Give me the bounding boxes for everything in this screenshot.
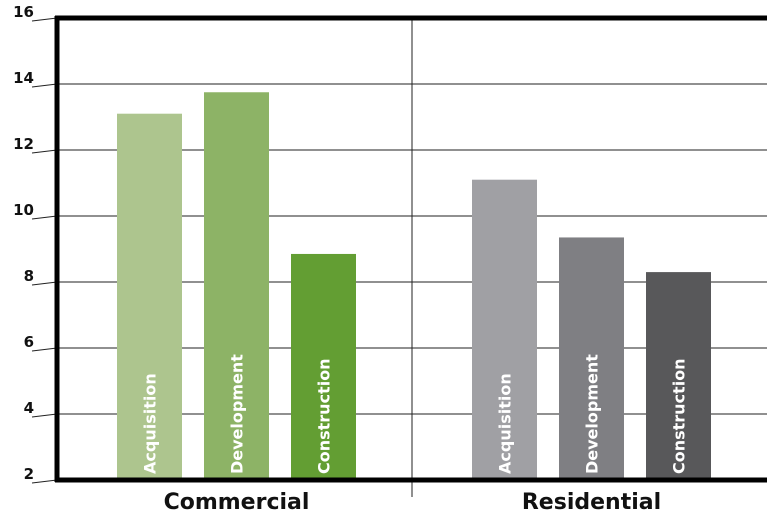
group-label: Commercial: [164, 490, 310, 515]
group-label: Residential: [522, 490, 661, 515]
y-tick-label: 6: [24, 333, 34, 351]
group-labels: Commercial Residential: [164, 490, 662, 515]
y-tick-mark: [31, 413, 58, 418]
y-tick-mark: [31, 347, 58, 352]
bar-label: Acquisition: [141, 373, 160, 474]
bar-label: Construction: [315, 358, 334, 474]
y-tick-mark: [31, 149, 58, 154]
y-tick-label: 4: [24, 399, 34, 417]
bar-label: Development: [583, 354, 602, 474]
bar: [646, 272, 711, 480]
bar-label: Construction: [670, 358, 689, 474]
y-tick-mark: [31, 281, 58, 286]
bar: [472, 179, 537, 480]
bar: [117, 113, 182, 480]
y-tick-mark: [31, 215, 58, 220]
y-tick-mark: [31, 479, 58, 484]
bar-label: Acquisition: [496, 373, 515, 474]
y-tick-mark: [31, 17, 58, 22]
bar: [291, 253, 356, 480]
bar-label: Development: [228, 354, 247, 474]
y-axis-ticks: 2 4 6 8 10 12 14 16: [13, 3, 58, 484]
y-tick-label: 2: [24, 465, 34, 483]
bars: Acquisition Development Construction Acquis…: [117, 92, 711, 480]
bar: [559, 237, 624, 480]
y-tick-label: 14: [13, 69, 34, 87]
y-tick-label: 16: [13, 3, 34, 21]
y-tick-label: 8: [24, 267, 34, 285]
y-tick-label: 12: [13, 135, 34, 153]
y-tick-label: 10: [13, 201, 34, 219]
bar: [204, 92, 269, 480]
y-tick-mark: [31, 83, 58, 88]
plot-frame: [54, 15, 767, 483]
